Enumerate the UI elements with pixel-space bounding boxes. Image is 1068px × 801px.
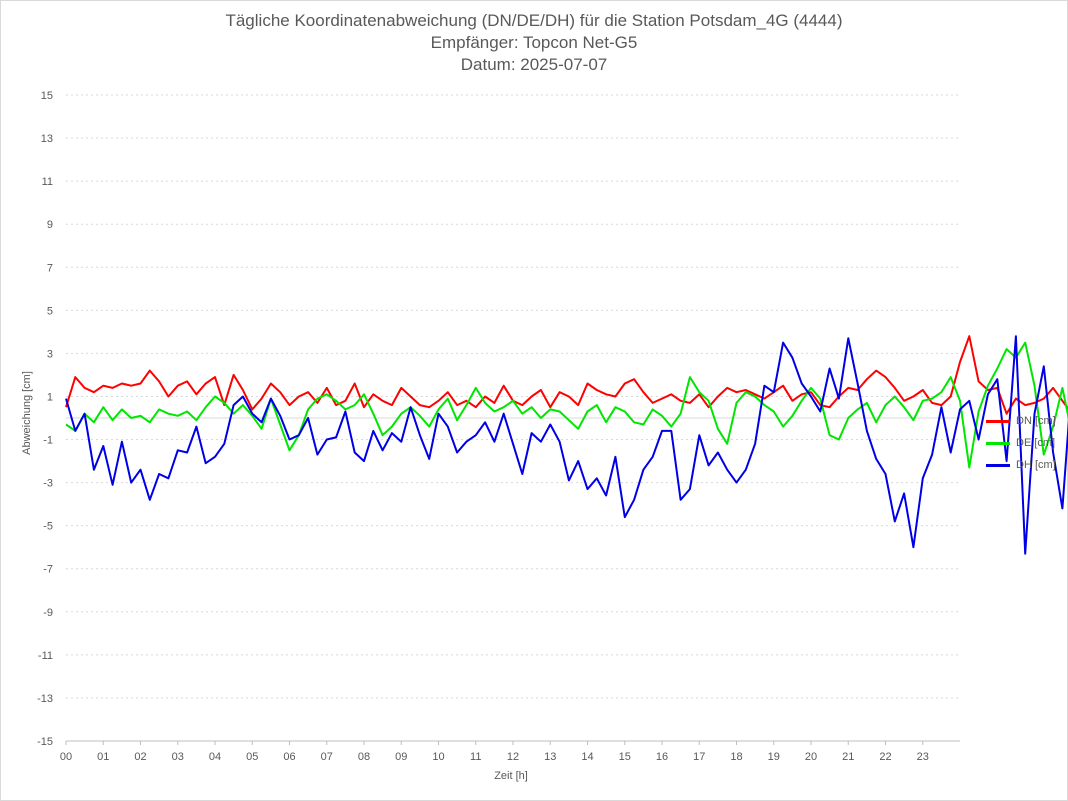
x-tick-label: 20: [805, 751, 817, 763]
x-tick-label: 00: [60, 751, 72, 763]
x-tick-label: 11: [470, 751, 481, 763]
x-tick-label: 03: [172, 751, 184, 763]
legend-label-de: DE [cm]: [1016, 437, 1056, 449]
y-tick-label: -3: [43, 478, 53, 490]
y-tick-label: 7: [47, 262, 53, 274]
legend-swatch-dn: [986, 419, 1010, 423]
y-tick-label: -11: [38, 650, 53, 662]
chart-date: Datum: 2025-07-07: [460, 55, 608, 74]
y-axis-label: Abweichung [cm]: [21, 371, 33, 455]
legend-label-dh: DH [cm]: [1016, 459, 1056, 471]
y-tick-label: 15: [41, 90, 53, 102]
x-tick-label: 01: [97, 751, 109, 763]
legend-label-dn: DN [cm]: [1016, 415, 1056, 427]
y-tick-label: 1: [47, 391, 53, 403]
legend: DN [cm] DE [cm] DH [cm]: [986, 410, 1056, 476]
chart-title: Tägliche Koordinatenabweichung (DN/DE/DH…: [225, 11, 843, 30]
y-tick-label: 13: [41, 133, 53, 145]
x-tick-label: 19: [768, 751, 780, 763]
x-tick-label: 07: [321, 751, 333, 763]
x-tick-label: 16: [656, 751, 668, 763]
x-tick-label: 13: [544, 751, 556, 763]
series-line-de: [65, 341, 1068, 469]
x-tick-label: 21: [842, 751, 854, 763]
y-tick-label: 11: [42, 176, 53, 188]
y-tick-label: -13: [37, 693, 53, 705]
legend-item-dh: DH [cm]: [986, 454, 1056, 476]
x-tick-label: 08: [358, 751, 370, 763]
series-line-dh: [65, 335, 1068, 555]
x-axis-label: Zeit [h]: [494, 770, 528, 782]
legend-swatch-de: [986, 441, 1010, 445]
y-tick-label: 3: [47, 348, 53, 360]
x-tick-label: 04: [209, 751, 221, 763]
y-tick-label: 5: [47, 305, 53, 317]
x-tick-label: 02: [134, 751, 146, 763]
x-tick-label: 05: [246, 751, 258, 763]
legend-item-de: DE [cm]: [986, 432, 1056, 454]
chart-title-block: Tägliche Koordinatenabweichung (DN/DE/DH…: [0, 10, 1068, 76]
series-line-dn: [65, 335, 1068, 415]
x-tick-label: 12: [507, 751, 519, 763]
x-tick-label: 23: [917, 751, 929, 763]
y-tick-label: -5: [43, 521, 53, 533]
y-tick-label: -9: [43, 607, 53, 619]
y-tick-label: 9: [47, 219, 53, 231]
y-tick-label: -1: [43, 435, 53, 447]
x-tick-label: 09: [395, 751, 407, 763]
y-tick-label: -7: [43, 564, 53, 576]
x-tick-label: 18: [730, 751, 742, 763]
x-tick-label: 15: [619, 751, 631, 763]
chart-subtitle: Empfänger: Topcon Net-G5: [430, 33, 638, 52]
x-tick-label: 10: [432, 751, 444, 763]
legend-swatch-dh: [986, 463, 1010, 467]
x-tick-label: 17: [693, 751, 705, 763]
x-tick-label: 22: [879, 751, 891, 763]
y-tick-label: -15: [37, 736, 53, 748]
legend-item-dn: DN [cm]: [986, 410, 1056, 432]
x-tick-label: 14: [581, 751, 593, 763]
x-tick-label: 06: [283, 751, 295, 763]
